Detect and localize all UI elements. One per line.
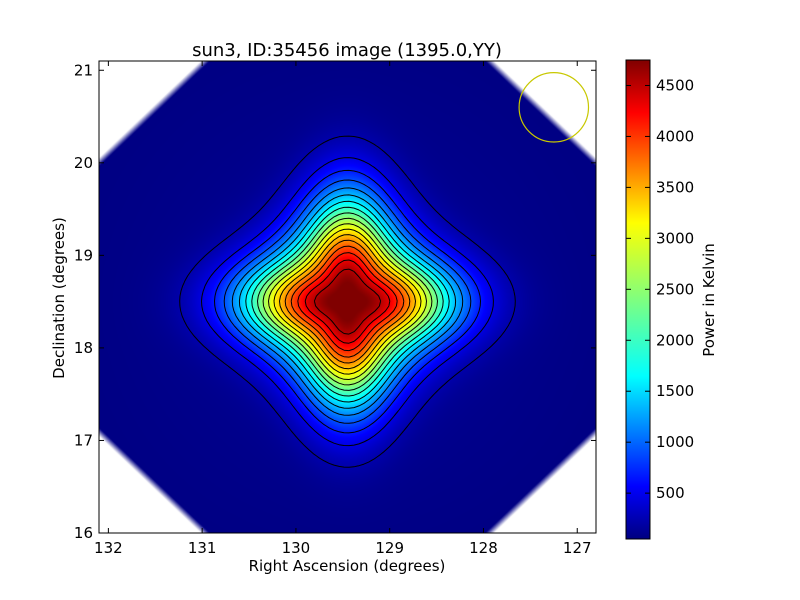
contour-line-9 — [257, 212, 438, 391]
colorbar-tick-label-6: 3000 — [656, 229, 694, 247]
contour-line-7 — [245, 200, 450, 403]
colorbar-tick-label-3: 1500 — [656, 382, 694, 400]
plot-area: 132 131 130 129 128 127 16 17 18 19 20 21 — [74, 60, 597, 557]
contour-line-4 — [223, 179, 472, 424]
colorbar-label: Power in Kelvin — [700, 243, 718, 357]
y-tick-label-3: 18 — [74, 339, 93, 357]
x-tick-label-1: 132 — [94, 539, 123, 557]
colorbar-ticks: 500 1000 1500 2000 2500 3000 3500 4000 4500 — [626, 76, 694, 502]
y-tick-label-6: 21 — [74, 61, 93, 79]
contour-line-11 — [268, 223, 427, 380]
plot-frame — [98, 60, 597, 534]
y-tick-label-2: 17 — [74, 431, 93, 449]
contour-lines — [179, 135, 516, 468]
contour-line-15 — [290, 245, 405, 358]
colorbar-tick-label-5: 2500 — [656, 280, 694, 298]
contour-line-8 — [251, 206, 444, 397]
x-tick-label-5: 128 — [469, 539, 498, 557]
y-axis-label: Declination (degrees) — [50, 217, 68, 379]
contour-line-2 — [201, 157, 494, 447]
colorbar-gradient — [625, 59, 651, 540]
y-tick-label-4: 19 — [74, 246, 93, 264]
y-tick-label-1: 16 — [74, 524, 93, 542]
contour-line-3 — [214, 169, 481, 434]
colorbar-tick-label-8: 4000 — [656, 127, 694, 145]
y-axis-ticks: 16 17 18 19 20 21 — [74, 61, 596, 542]
contour-line-13 — [279, 234, 416, 370]
colorbar-tick-label-1: 500 — [656, 484, 685, 502]
x-tick-label-2: 131 — [188, 539, 217, 557]
colorbar: 500 1000 1500 2000 2500 3000 3500 4000 4500 Powe… — [625, 59, 718, 540]
beam-circle — [518, 72, 590, 143]
x-axis-ticks: 132 131 130 129 128 127 — [94, 61, 592, 557]
contour-line-10 — [262, 217, 433, 386]
contour-line-16 — [297, 252, 398, 352]
contour-line-18 — [313, 268, 382, 335]
contour-line-17 — [304, 259, 391, 344]
colorbar-tick-label-9: 4500 — [656, 76, 694, 94]
contour-line-6 — [238, 194, 457, 409]
colorbar-tick-label-7: 3500 — [656, 178, 694, 196]
heatmap-image — [99, 61, 596, 533]
x-tick-label-4: 129 — [375, 539, 404, 557]
contour-line-14 — [284, 239, 411, 364]
colorbar-tick-label-4: 2000 — [656, 331, 694, 349]
contour-line-5 — [231, 187, 464, 416]
x-tick-label-6: 127 — [563, 539, 592, 557]
x-tick-label-3: 130 — [282, 539, 311, 557]
chart-title: sun3, ID:35456 image (1395.0,YY) — [192, 40, 502, 61]
colorbar-tick-label-2: 1000 — [656, 433, 694, 451]
y-tick-label-5: 20 — [74, 154, 93, 172]
contour-line-1 — [179, 135, 516, 468]
x-axis-label: Right Ascension (degrees) — [249, 557, 446, 575]
contour-line-12 — [273, 228, 422, 375]
